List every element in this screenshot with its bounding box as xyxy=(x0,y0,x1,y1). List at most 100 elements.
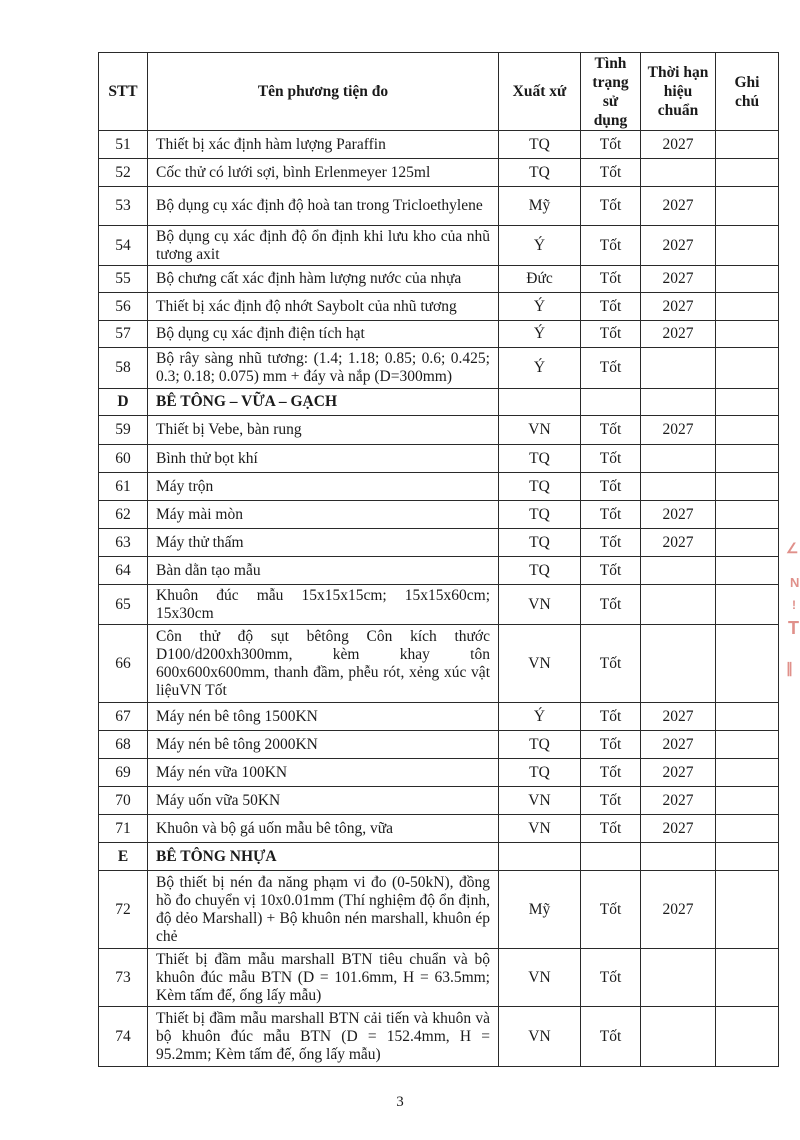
cell-empty xyxy=(640,842,716,871)
cell-note xyxy=(715,225,779,266)
cell-status: Tốt xyxy=(580,292,641,321)
cell-name: Bộ dụng cụ xác định độ ổn định khi lưu k… xyxy=(147,225,499,266)
cell-stt: 51 xyxy=(98,130,148,159)
cell-calibration: 2027 xyxy=(640,186,716,226)
cell-calibration: 2027 xyxy=(640,130,716,159)
cell-empty xyxy=(640,388,716,416)
cell-name: Khuôn đúc mẫu 15x15x15cm; 15x15x60cm; 15… xyxy=(147,584,499,625)
cell-calibration: 2027 xyxy=(640,500,716,529)
cell-calibration: 2027 xyxy=(640,814,716,843)
table-row: 69 Máy nén vữa 100KN TQ Tốt 2027 xyxy=(98,758,779,787)
cell-origin: VN xyxy=(498,415,581,445)
cell-stt: 55 xyxy=(98,265,148,293)
cell-status: Tốt xyxy=(580,870,641,949)
cell-name: Máy nén vữa 100KN xyxy=(147,758,499,787)
table-row: 68 Máy nén bê tông 2000KN TQ Tốt 2027 xyxy=(98,730,779,759)
cell-note xyxy=(715,158,779,187)
cell-origin: VN xyxy=(498,948,581,1007)
cell-name: Thiết bị xác định độ nhớt Saybolt của nh… xyxy=(147,292,499,321)
table-row: 53 Bộ dụng cụ xác định độ hoà tan trong T… xyxy=(98,186,779,226)
cell-stt: 68 xyxy=(98,730,148,759)
header-status: Tình trạng sử dụng xyxy=(580,52,641,131)
cell-stt: 73 xyxy=(98,948,148,1007)
cell-calibration: 2027 xyxy=(640,702,716,731)
cell-name: Máy trộn xyxy=(147,472,499,501)
cell-origin: VN xyxy=(498,1006,581,1067)
cell-stt: 61 xyxy=(98,472,148,501)
cell-note xyxy=(715,786,779,815)
cell-note xyxy=(715,948,779,1007)
cell-calibration xyxy=(640,556,716,585)
cell-note xyxy=(715,730,779,759)
cell-note xyxy=(715,702,779,731)
cell-note xyxy=(715,472,779,501)
cell-calibration xyxy=(640,1006,716,1067)
cell-status: Tốt xyxy=(580,730,641,759)
cell-calibration xyxy=(640,347,716,389)
cell-calibration: 2027 xyxy=(640,292,716,321)
cell-stt: 59 xyxy=(98,415,148,445)
cell-note xyxy=(715,624,779,703)
cell-origin: VN xyxy=(498,584,581,625)
cell-calibration: 2027 xyxy=(640,786,716,815)
header-name: Tên phương tiện đo xyxy=(147,52,499,131)
cell-stt: 71 xyxy=(98,814,148,843)
cell-name: Côn thử độ sụt bêtông Côn kích thước D10… xyxy=(147,624,499,703)
table-body: 51 Thiết bị xác định hàm lượng Paraffin TQ… xyxy=(98,130,779,1067)
cell-status: Tốt xyxy=(580,556,641,585)
cell-status: Tốt xyxy=(580,1006,641,1067)
cell-origin: VN xyxy=(498,786,581,815)
cell-stt: 72 xyxy=(98,870,148,949)
cell-origin: Ý xyxy=(498,347,581,389)
cell-section-title: BÊ TÔNG NHỰA xyxy=(147,842,499,871)
cell-status: Tốt xyxy=(580,186,641,226)
table-row: 71 Khuôn và bộ gá uốn mẫu bê tông, vữa VN T… xyxy=(98,814,779,843)
cell-stt: 57 xyxy=(98,320,148,348)
cell-note xyxy=(715,584,779,625)
cell-calibration xyxy=(640,158,716,187)
cell-origin: Ý xyxy=(498,225,581,266)
table-row: 57 Bộ dụng cụ xác định điện tích hạt Ý Tốt 2… xyxy=(98,320,779,348)
cell-note xyxy=(715,556,779,585)
cell-stt: 56 xyxy=(98,292,148,321)
cell-stt: 52 xyxy=(98,158,148,187)
cell-stt: 66 xyxy=(98,624,148,703)
cell-status: Tốt xyxy=(580,265,641,293)
cell-name: Thiết bị đầm mẫu marshall BTN tiêu chuẩn… xyxy=(147,948,499,1007)
cell-origin: Ý xyxy=(498,320,581,348)
table-row: 64 Bàn dằn tạo mẫu TQ Tốt xyxy=(98,556,779,585)
table-row: 56 Thiết bị xác định độ nhớt Saybolt của … xyxy=(98,292,779,321)
cell-name: Bàn dằn tạo mẫu xyxy=(147,556,499,585)
cell-origin: Ý xyxy=(498,702,581,731)
cell-name: Khuôn và bộ gá uốn mẫu bê tông, vữa xyxy=(147,814,499,843)
cell-section-title: BÊ TÔNG – VỮA – GẠCH xyxy=(147,388,499,416)
cell-calibration: 2027 xyxy=(640,320,716,348)
cell-stt: 60 xyxy=(98,444,148,473)
header-stt: STT xyxy=(98,52,148,131)
table-row: 73 Thiết bị đầm mẫu marshall BTN tiêu chu… xyxy=(98,948,779,1007)
cell-calibration: 2027 xyxy=(640,225,716,266)
cell-origin: TQ xyxy=(498,444,581,473)
table-row: 65 Khuôn đúc mẫu 15x15x15cm; 15x15x60cm; … xyxy=(98,584,779,625)
cell-empty xyxy=(580,388,641,416)
cell-note xyxy=(715,444,779,473)
table-row: 74 Thiết bị đầm mẫu marshall BTN cải tiến… xyxy=(98,1006,779,1067)
cell-stt: D xyxy=(98,388,148,416)
cell-calibration xyxy=(640,444,716,473)
cell-stt: 74 xyxy=(98,1006,148,1067)
cell-status: Tốt xyxy=(580,225,641,266)
cell-calibration: 2027 xyxy=(640,758,716,787)
cell-name: Thiết bị Vebe, bàn rung xyxy=(147,415,499,445)
table-row: 61 Máy trộn TQ Tốt xyxy=(98,472,779,501)
cell-calibration xyxy=(640,584,716,625)
cell-name: Bộ dụng cụ xác định độ hoà tan trong Tri… xyxy=(147,186,499,226)
cell-origin: VN xyxy=(498,814,581,843)
header-note: Ghi chú xyxy=(715,52,779,131)
header-calibration: Thời hạn hiệu chuẩn xyxy=(640,52,716,131)
cell-origin: Mỹ xyxy=(498,870,581,949)
cell-status: Tốt xyxy=(580,814,641,843)
cell-name: Bình thử bọt khí xyxy=(147,444,499,473)
cell-name: Bộ dụng cụ xác định điện tích hạt xyxy=(147,320,499,348)
cell-note xyxy=(715,320,779,348)
cell-origin: TQ xyxy=(498,758,581,787)
